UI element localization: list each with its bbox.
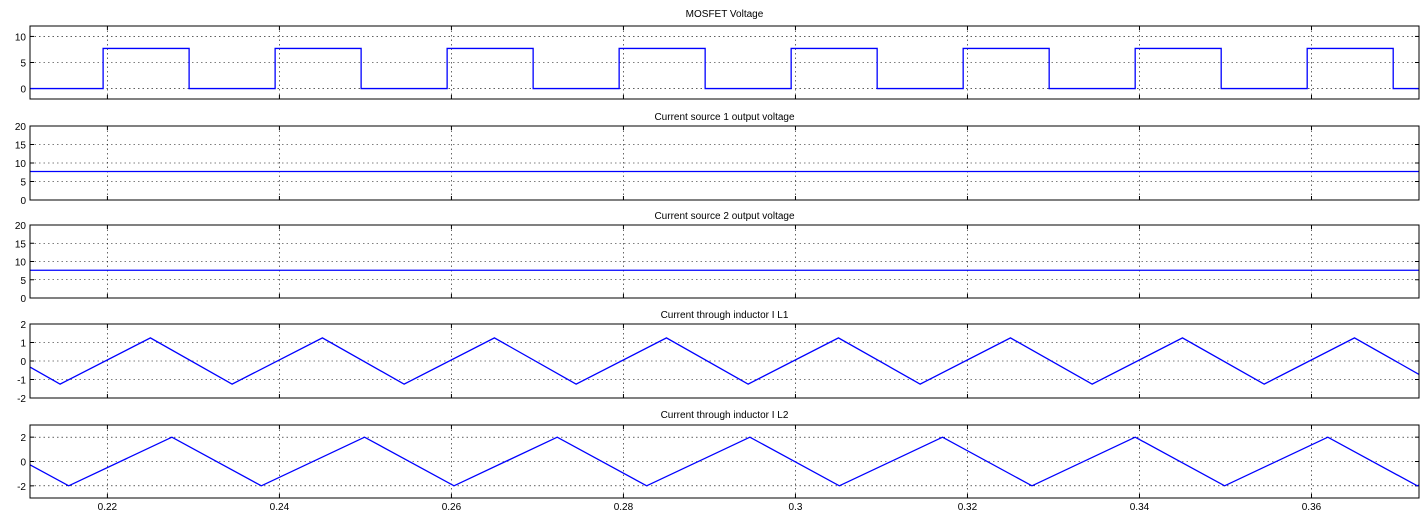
y-tick-label: 0 [20, 196, 26, 207]
y-tick-label: 10 [15, 258, 27, 269]
y-tick-label: 0 [20, 458, 26, 469]
y-tick-label: 5 [20, 178, 26, 189]
axes-frame-3 [29, 224, 1420, 299]
panel-title-5: Current through inductor I L2 [661, 410, 789, 421]
series-line-4 [29, 337, 1420, 385]
series-line-1 [30, 47, 1419, 90]
y-tick-label: 20 [15, 221, 27, 232]
y-tick-label: -2 [17, 482, 26, 493]
axes-frame-4 [29, 323, 1420, 399]
y-tick-label: 2 [20, 320, 26, 331]
x-tick-label: 0.24 [270, 502, 290, 513]
y-tick-label: 2 [20, 433, 26, 444]
x-tick-label: 0.22 [98, 502, 118, 513]
y-tick-label: -1 [17, 376, 26, 387]
axes-frame-2 [29, 125, 1420, 201]
x-tick-label: 0.36 [1302, 502, 1322, 513]
x-tick-label: 0.32 [958, 502, 978, 513]
panel-title-3: Current source 2 output voltage [654, 211, 795, 222]
y-tick-label: 0 [20, 294, 26, 305]
axes-frame-1 [29, 25, 1420, 100]
y-tick-label: 10 [15, 32, 27, 43]
y-tick-label: 0 [20, 357, 26, 368]
series-line-5 [29, 436, 1420, 487]
y-tick-label: -2 [17, 394, 26, 405]
y-tick-label: 15 [15, 141, 27, 152]
x-tick-label: 0.3 [789, 502, 803, 513]
y-tick-label: 15 [15, 239, 27, 250]
x-tick-label: 0.26 [442, 502, 462, 513]
y-tick-label: 20 [15, 122, 27, 133]
panel-title-4: Current through inductor I L1 [661, 310, 789, 321]
x-tick-label: 0.34 [1130, 502, 1150, 513]
x-tick-label: 0.28 [614, 502, 634, 513]
panel-title-1: MOSFET Voltage [686, 9, 764, 20]
y-tick-label: 5 [20, 59, 26, 70]
y-tick-label: 10 [15, 159, 27, 170]
y-tick-label: 5 [20, 276, 26, 287]
y-tick-label: 1 [20, 339, 26, 350]
panel-title-2: Current source 1 output voltage [654, 112, 795, 123]
axes-frame-5 [29, 424, 1420, 499]
y-tick-label: 0 [20, 85, 26, 96]
